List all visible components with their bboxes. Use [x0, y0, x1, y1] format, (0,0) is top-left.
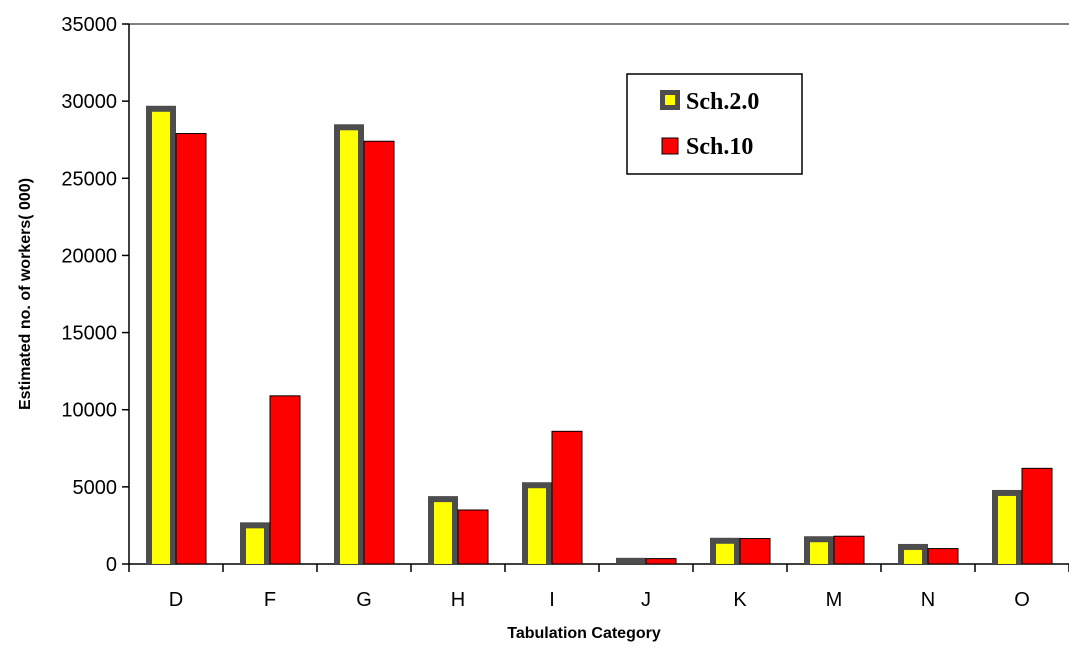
bar-sch-2-0: [810, 542, 828, 564]
x-tick-label: I: [549, 589, 555, 611]
y-tick-label: 15000: [61, 323, 117, 345]
bar-sch-10: [175, 133, 207, 565]
bar-sch-2-0: [998, 495, 1016, 564]
bar-sch-10: [269, 395, 301, 565]
x-tick-label: J: [641, 589, 651, 611]
y-axis-title: Estimated no. of workers( 000): [17, 178, 34, 410]
bar-sch-2-0: [716, 543, 734, 564]
x-tick-label: M: [826, 589, 843, 611]
bar-sch-2-0: [340, 130, 358, 565]
legend: Sch.2.0 Sch.10: [626, 73, 803, 175]
bar-sch-10: [927, 548, 959, 565]
x-axis-title: Tabulation Category: [507, 625, 661, 642]
bar-sch-10: [645, 558, 677, 565]
bar-sch-10: [1021, 467, 1053, 565]
bars: [146, 105, 1053, 565]
bar-sch-2-0: [528, 488, 546, 564]
legend-swatch-sch-10: [661, 137, 679, 155]
bar-sch-10: [739, 538, 771, 565]
x-tick-label: H: [451, 589, 465, 611]
bar-sch-2-0: [152, 111, 170, 565]
bar-sch-2-0: [434, 502, 452, 564]
bar-sch-10: [363, 140, 395, 565]
y-tick-label: 5000: [73, 477, 118, 499]
bar-sch-10: [551, 430, 583, 565]
legend-box: [626, 73, 803, 175]
bar-sch-2-0: [904, 549, 922, 564]
x-tick-label: O: [1014, 589, 1030, 611]
y-tick-label: 30000: [61, 91, 117, 113]
y-tick-label: 25000: [61, 168, 117, 190]
legend-label-sch-2-0: Sch.2.0: [686, 89, 759, 115]
x-tick-label: D: [169, 589, 183, 611]
x-tick-label: F: [264, 589, 276, 611]
legend-label-sch-10: Sch.10: [686, 134, 753, 160]
y-tick-label: 0: [106, 554, 117, 576]
y-ticks: 0 5000 10000 15000 20000 25000 30000 35000: [61, 14, 129, 576]
bar-sch-2-0-frame: [616, 557, 646, 564]
legend-swatch-sch-2-0: [665, 95, 675, 105]
y-tick-label: 20000: [61, 245, 117, 267]
bar-sch-10: [457, 509, 489, 565]
y-tick-label: 35000: [61, 14, 117, 36]
bar-sch-2-0: [246, 528, 264, 564]
y-tick-label: 10000: [61, 400, 117, 422]
x-tick-label: K: [733, 589, 747, 611]
bar-sch-10: [833, 535, 865, 565]
x-tick-label: N: [921, 589, 935, 611]
x-tick-label: G: [356, 589, 372, 611]
